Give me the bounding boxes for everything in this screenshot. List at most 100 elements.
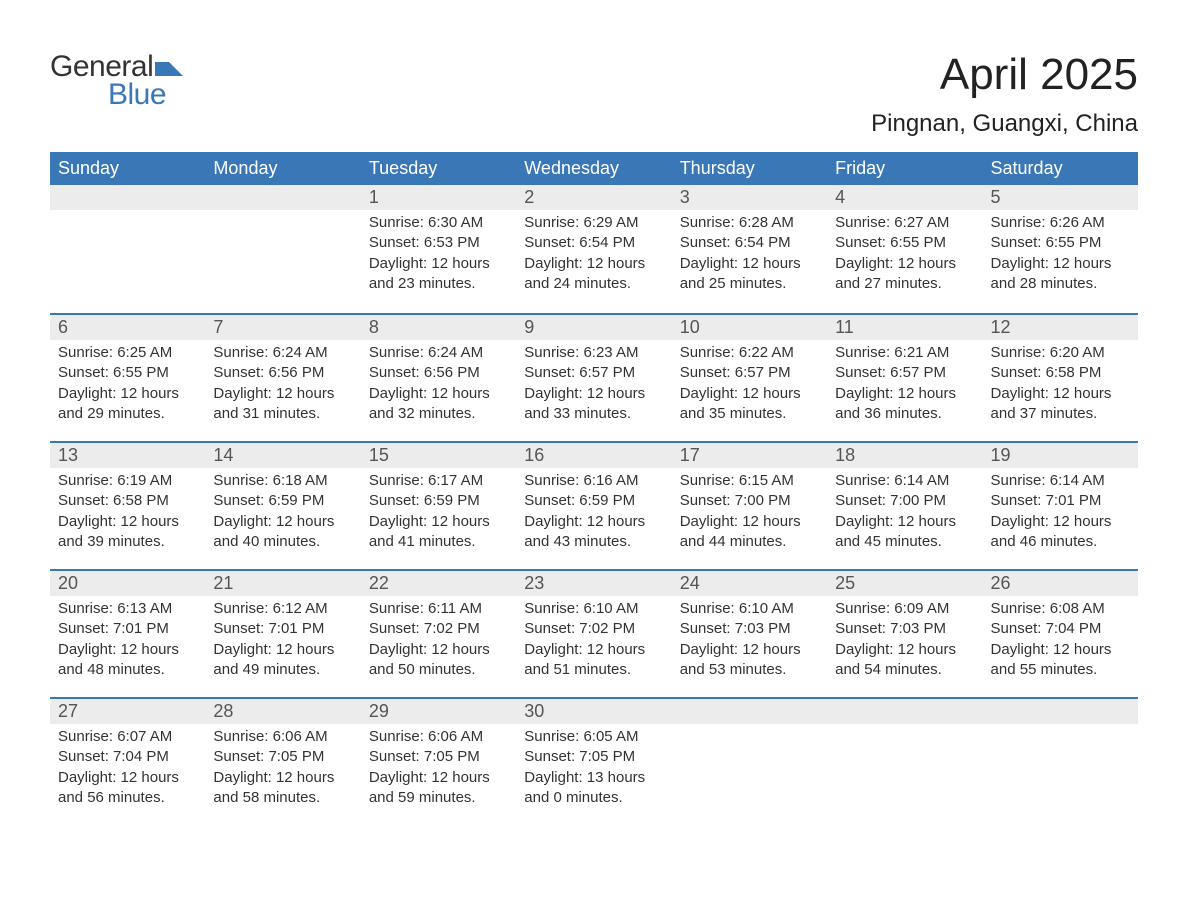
day-cell: 12Sunrise: 6:20 AMSunset: 6:58 PMDayligh… xyxy=(983,315,1138,441)
sunset-text: Sunset: 6:59 PM xyxy=(369,491,510,511)
daylight-text: Daylight: 12 hours and 48 minutes. xyxy=(58,640,199,681)
daylight-text: Daylight: 12 hours and 55 minutes. xyxy=(991,640,1132,681)
day-content: Sunrise: 6:05 AMSunset: 7:05 PMDaylight:… xyxy=(516,724,671,820)
day-cell: 23Sunrise: 6:10 AMSunset: 7:02 PMDayligh… xyxy=(516,571,671,697)
sunrise-text: Sunrise: 6:24 AM xyxy=(369,343,510,363)
day-content: Sunrise: 6:27 AMSunset: 6:55 PMDaylight:… xyxy=(827,210,982,306)
day-cell: 16Sunrise: 6:16 AMSunset: 6:59 PMDayligh… xyxy=(516,443,671,569)
day-cell: 10Sunrise: 6:22 AMSunset: 6:57 PMDayligh… xyxy=(672,315,827,441)
daylight-text: Daylight: 12 hours and 32 minutes. xyxy=(369,384,510,425)
day-number: 3 xyxy=(672,185,827,210)
day-cell: 1Sunrise: 6:30 AMSunset: 6:53 PMDaylight… xyxy=(361,185,516,313)
day-number xyxy=(50,185,205,210)
sunset-text: Sunset: 7:05 PM xyxy=(524,747,665,767)
day-cell: 4Sunrise: 6:27 AMSunset: 6:55 PMDaylight… xyxy=(827,185,982,313)
brand-word-blue: Blue xyxy=(50,78,166,112)
day-content: Sunrise: 6:09 AMSunset: 7:03 PMDaylight:… xyxy=(827,596,982,692)
day-content: Sunrise: 6:12 AMSunset: 7:01 PMDaylight:… xyxy=(205,596,360,692)
day-cell: 8Sunrise: 6:24 AMSunset: 6:56 PMDaylight… xyxy=(361,315,516,441)
day-content: Sunrise: 6:26 AMSunset: 6:55 PMDaylight:… xyxy=(983,210,1138,306)
day-number xyxy=(672,699,827,724)
day-cell xyxy=(983,699,1138,825)
day-cell: 19Sunrise: 6:14 AMSunset: 7:01 PMDayligh… xyxy=(983,443,1138,569)
day-number: 29 xyxy=(361,699,516,724)
day-content: Sunrise: 6:11 AMSunset: 7:02 PMDaylight:… xyxy=(361,596,516,692)
day-cell: 21Sunrise: 6:12 AMSunset: 7:01 PMDayligh… xyxy=(205,571,360,697)
brand-logo: General Blue xyxy=(50,50,183,112)
day-number: 1 xyxy=(361,185,516,210)
daylight-text: Daylight: 12 hours and 45 minutes. xyxy=(835,512,976,553)
day-content: Sunrise: 6:25 AMSunset: 6:55 PMDaylight:… xyxy=(50,340,205,436)
sunrise-text: Sunrise: 6:16 AM xyxy=(524,471,665,491)
month-title: April 2025 xyxy=(871,50,1138,100)
sunrise-text: Sunrise: 6:18 AM xyxy=(213,471,354,491)
daylight-text: Daylight: 12 hours and 33 minutes. xyxy=(524,384,665,425)
sunrise-text: Sunrise: 6:20 AM xyxy=(991,343,1132,363)
week-row: 20Sunrise: 6:13 AMSunset: 7:01 PMDayligh… xyxy=(50,569,1138,697)
day-number: 13 xyxy=(50,443,205,468)
sunrise-text: Sunrise: 6:07 AM xyxy=(58,727,199,747)
daylight-text: Daylight: 13 hours and 0 minutes. xyxy=(524,768,665,809)
weekday-header-row: SundayMondayTuesdayWednesdayThursdayFrid… xyxy=(50,152,1138,185)
daylight-text: Daylight: 12 hours and 27 minutes. xyxy=(835,254,976,295)
sunrise-text: Sunrise: 6:24 AM xyxy=(213,343,354,363)
day-number: 14 xyxy=(205,443,360,468)
title-block: April 2025 Pingnan, Guangxi, China xyxy=(871,50,1138,138)
day-cell xyxy=(205,185,360,313)
weekday-header-cell: Tuesday xyxy=(361,152,516,185)
daylight-text: Daylight: 12 hours and 51 minutes. xyxy=(524,640,665,681)
day-content: Sunrise: 6:06 AMSunset: 7:05 PMDaylight:… xyxy=(205,724,360,820)
weeks-container: 1Sunrise: 6:30 AMSunset: 6:53 PMDaylight… xyxy=(50,185,1138,825)
daylight-text: Daylight: 12 hours and 41 minutes. xyxy=(369,512,510,553)
day-cell: 15Sunrise: 6:17 AMSunset: 6:59 PMDayligh… xyxy=(361,443,516,569)
calendar: SundayMondayTuesdayWednesdayThursdayFrid… xyxy=(50,152,1138,825)
sunset-text: Sunset: 7:02 PM xyxy=(524,619,665,639)
daylight-text: Daylight: 12 hours and 28 minutes. xyxy=(991,254,1132,295)
sunset-text: Sunset: 7:04 PM xyxy=(991,619,1132,639)
sunset-text: Sunset: 6:54 PM xyxy=(524,233,665,253)
day-number: 22 xyxy=(361,571,516,596)
daylight-text: Daylight: 12 hours and 35 minutes. xyxy=(680,384,821,425)
daylight-text: Daylight: 12 hours and 39 minutes. xyxy=(58,512,199,553)
sunrise-text: Sunrise: 6:13 AM xyxy=(58,599,199,619)
day-number: 8 xyxy=(361,315,516,340)
day-number: 7 xyxy=(205,315,360,340)
sunrise-text: Sunrise: 6:09 AM xyxy=(835,599,976,619)
day-number: 23 xyxy=(516,571,671,596)
day-content: Sunrise: 6:13 AMSunset: 7:01 PMDaylight:… xyxy=(50,596,205,692)
day-cell: 2Sunrise: 6:29 AMSunset: 6:54 PMDaylight… xyxy=(516,185,671,313)
sunset-text: Sunset: 7:01 PM xyxy=(213,619,354,639)
daylight-text: Daylight: 12 hours and 37 minutes. xyxy=(991,384,1132,425)
sunrise-text: Sunrise: 6:06 AM xyxy=(369,727,510,747)
sunset-text: Sunset: 6:57 PM xyxy=(524,363,665,383)
day-cell: 14Sunrise: 6:18 AMSunset: 6:59 PMDayligh… xyxy=(205,443,360,569)
daylight-text: Daylight: 12 hours and 56 minutes. xyxy=(58,768,199,809)
day-cell: 26Sunrise: 6:08 AMSunset: 7:04 PMDayligh… xyxy=(983,571,1138,697)
day-content: Sunrise: 6:14 AMSunset: 7:01 PMDaylight:… xyxy=(983,468,1138,564)
day-number: 16 xyxy=(516,443,671,468)
sunset-text: Sunset: 6:53 PM xyxy=(369,233,510,253)
day-content: Sunrise: 6:08 AMSunset: 7:04 PMDaylight:… xyxy=(983,596,1138,692)
sunset-text: Sunset: 6:59 PM xyxy=(524,491,665,511)
sunrise-text: Sunrise: 6:22 AM xyxy=(680,343,821,363)
sunrise-text: Sunrise: 6:27 AM xyxy=(835,213,976,233)
sunrise-text: Sunrise: 6:06 AM xyxy=(213,727,354,747)
day-number xyxy=(205,185,360,210)
day-number: 11 xyxy=(827,315,982,340)
sunset-text: Sunset: 6:58 PM xyxy=(58,491,199,511)
sunset-text: Sunset: 6:59 PM xyxy=(213,491,354,511)
sunrise-text: Sunrise: 6:25 AM xyxy=(58,343,199,363)
day-cell: 7Sunrise: 6:24 AMSunset: 6:56 PMDaylight… xyxy=(205,315,360,441)
day-number: 18 xyxy=(827,443,982,468)
weekday-header-cell: Thursday xyxy=(672,152,827,185)
daylight-text: Daylight: 12 hours and 36 minutes. xyxy=(835,384,976,425)
week-row: 27Sunrise: 6:07 AMSunset: 7:04 PMDayligh… xyxy=(50,697,1138,825)
daylight-text: Daylight: 12 hours and 29 minutes. xyxy=(58,384,199,425)
day-cell: 17Sunrise: 6:15 AMSunset: 7:00 PMDayligh… xyxy=(672,443,827,569)
day-cell xyxy=(672,699,827,825)
day-number: 6 xyxy=(50,315,205,340)
day-content: Sunrise: 6:15 AMSunset: 7:00 PMDaylight:… xyxy=(672,468,827,564)
day-number: 26 xyxy=(983,571,1138,596)
sunset-text: Sunset: 6:55 PM xyxy=(991,233,1132,253)
weekday-header-cell: Sunday xyxy=(50,152,205,185)
